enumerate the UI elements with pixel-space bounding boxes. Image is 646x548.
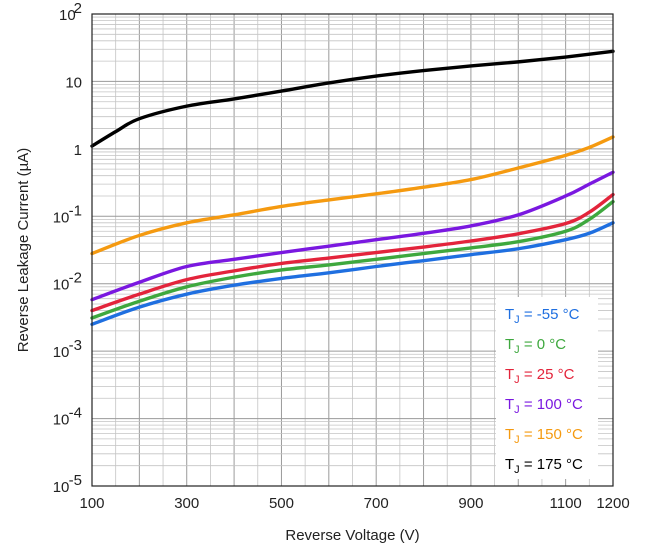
y-tick-base: 10 <box>53 412 70 429</box>
x-tick-label: 1200 <box>596 495 629 512</box>
y-tick-label: -310 <box>53 337 82 361</box>
series-lines <box>90 49 615 327</box>
y-tick-exponent: 2 <box>74 0 82 17</box>
y-tick-exponent: -4 <box>69 405 82 422</box>
series-line-5 <box>90 49 615 148</box>
series-line-0 <box>90 221 615 327</box>
y-tick-exponent: -2 <box>69 270 82 287</box>
y-tick-label: 210 <box>59 0 82 24</box>
x-tick-label: 900 <box>458 495 483 512</box>
y-tick-base: 10 <box>65 74 82 91</box>
x-axis-title: Reverse Voltage (V) <box>285 527 419 544</box>
y-tick-exponent: -3 <box>69 337 82 354</box>
legend-box <box>496 297 598 479</box>
y-tick-label: -110 <box>53 202 82 226</box>
x-tick-label: 300 <box>174 495 199 512</box>
x-tick-label: 1100 <box>550 495 582 512</box>
series-line-3 <box>90 170 615 302</box>
y-tick-label: -410 <box>53 405 82 429</box>
legend-entry-3: TJ = 100 °C <box>505 396 583 416</box>
y-tick-base: 10 <box>53 479 70 496</box>
y-tick-base: 10 <box>53 209 70 226</box>
y-tick-label: -510 <box>53 472 82 496</box>
y-tick-base: 10 <box>53 344 70 361</box>
y-tick-label: -210 <box>53 270 82 294</box>
legend-entry-2: TJ = 25 °C <box>505 366 575 386</box>
x-tick-label: 500 <box>269 495 294 512</box>
legend-entry-0: TJ = -55 °C <box>505 306 580 326</box>
y-tick-exponent: -1 <box>69 202 82 219</box>
y-tick-label: 1 <box>74 142 82 159</box>
y-tick-label: 10 <box>65 74 82 91</box>
series-line-2 <box>90 192 615 313</box>
plot-frame <box>91 13 614 487</box>
legend: TJ = -55 °C TJ = 0 °C TJ = 25 °C TJ = 100 °… <box>496 297 598 479</box>
legend-entry-5: TJ = 175 °C <box>505 456 583 476</box>
series-line-1 <box>90 199 615 320</box>
legend-entry-1: TJ = 0 °C <box>505 336 566 356</box>
y-tick-base: 10 <box>53 277 70 294</box>
series-line-4 <box>90 135 615 256</box>
y-tick-exponent: -5 <box>69 472 82 489</box>
x-tick-label: 700 <box>364 495 389 512</box>
y-tick-base: 1 <box>74 142 82 159</box>
y-tick-base: 10 <box>59 7 76 24</box>
legend-entry-4: TJ = 150 °C <box>505 426 583 446</box>
x-tick-label: 100 <box>79 495 104 512</box>
y-axis-title: Reverse Leakage Current (µA) <box>15 148 32 353</box>
x-tick-labels: 100 300 500 700 900 1100 1200 <box>79 495 629 512</box>
